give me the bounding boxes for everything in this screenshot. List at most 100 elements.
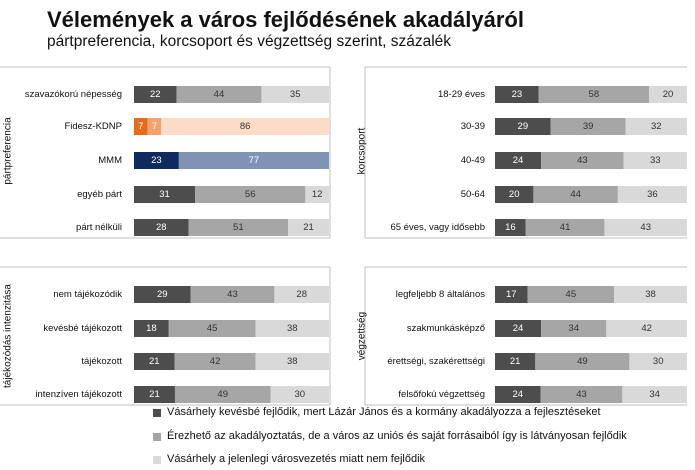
category-label-erettsegi-szakerettsegi: érettségi, szakérettségi <box>387 356 485 367</box>
data-label-szavazokoru-nepesseg-s1: 22 <box>150 89 161 100</box>
data-label-szakmunkaskepzo-s3: 42 <box>641 323 652 334</box>
group-label-tajekozodas-intenzitasa: tájékozódás intenzitása <box>3 284 14 388</box>
data-label-part-nelkuli-s2: 51 <box>233 222 244 233</box>
category-label-tajekozott: tájékozott <box>81 356 122 367</box>
bar-legfeljebb-8-altalanos-s3 <box>614 286 687 303</box>
bar-40-49-s2 <box>541 152 624 169</box>
data-label-part-nelkuli-s3: 21 <box>303 222 314 233</box>
data-label-tajekozott-s1: 21 <box>149 356 160 367</box>
data-label-kevesbe-tajekozott-s2: 45 <box>207 323 218 334</box>
data-label-kevesbe-tajekozott-s1: 18 <box>146 323 157 334</box>
bar-nem-tajekozodik-s1 <box>134 286 191 303</box>
bar-szavazokoru-nepesseg-s3 <box>261 86 329 103</box>
data-label-erettsegi-szakerettsegi-s2: 49 <box>577 356 588 367</box>
data-label-szakmunkaskepzo-s2: 34 <box>568 323 579 334</box>
bar-kevesbe-tajekozott-s1 <box>134 320 169 337</box>
bar-erettsegi-szakerettsegi-s1 <box>495 353 536 370</box>
bar-kevesbe-tajekozott-s2 <box>168 320 256 337</box>
bar-40-49-s3 <box>623 152 687 169</box>
category-label-65-eves-vagy-idosebb: 65 éves, vagy idősebb <box>390 222 485 233</box>
data-label-fidesz-kdnp-s2: 7 <box>152 121 157 132</box>
bar-egyeb-part-s1 <box>134 186 196 203</box>
bar-mmm-s2 <box>178 152 329 169</box>
group-label-vegzettseg: végzettség <box>357 312 368 360</box>
data-label-legfeljebb-8-altalanos-s1: 17 <box>506 289 517 300</box>
data-label-szavazokoru-nepesseg-s3: 35 <box>290 89 301 100</box>
category-label-szakmunkaskepzo: szakmunkásképző <box>407 323 485 334</box>
data-label-mmm-s1: 23 <box>151 155 162 166</box>
data-label-nem-tajekozodik-s3: 28 <box>296 289 307 300</box>
bar-30-39-s1 <box>495 118 551 135</box>
data-label-nem-tajekozodik-s2: 43 <box>227 289 238 300</box>
data-label-szakmunkaskepzo-s1: 24 <box>513 323 524 334</box>
bar-50-64-s3 <box>617 186 687 203</box>
data-label-egyeb-part-s2: 56 <box>245 189 256 200</box>
category-label-kevesbe-tajekozott: kevésbé tájékozott <box>43 323 122 334</box>
bar-szavazokoru-nepesseg-s2 <box>176 86 262 103</box>
category-label-40-49: 40-49 <box>461 155 485 166</box>
data-label-18-29-eves-s3: 20 <box>663 89 674 100</box>
bar-tajekozott-s2 <box>174 353 256 370</box>
bar-szavazokoru-nepesseg-s1 <box>134 86 177 103</box>
bar-legfeljebb-8-altalanos-s2 <box>527 286 615 303</box>
data-label-intenziven-tajekozott-s2: 49 <box>217 389 228 400</box>
data-label-part-nelkuli-s1: 28 <box>156 222 167 233</box>
bar-felsofoku-vegzettseg-s1 <box>495 386 541 403</box>
data-label-nem-tajekozodik-s1: 29 <box>157 289 168 300</box>
bar-intenziven-tajekozott-s2 <box>174 386 271 403</box>
category-label-18-29-eves: 18-29 éves <box>438 89 485 100</box>
category-label-egyeb-part: egyéb párt <box>77 189 122 200</box>
bar-fidesz-kdnp-s1 <box>134 118 148 135</box>
legend-swatch-2 <box>153 433 161 441</box>
data-label-egyeb-part-s3: 12 <box>312 189 323 200</box>
data-label-mmm-s2: 77 <box>249 155 260 166</box>
bar-erettsegi-szakerettsegi-s3 <box>629 353 687 370</box>
data-label-40-49-s2: 43 <box>577 155 588 166</box>
bar-felsofoku-vegzettseg-s3 <box>622 386 687 403</box>
bar-intenziven-tajekozott-s1 <box>134 386 175 403</box>
data-label-65-eves-vagy-idosebb-s3: 43 <box>640 222 651 233</box>
bar-egyeb-part-s3 <box>305 186 329 203</box>
bar-65-eves-vagy-idosebb-s2 <box>525 219 605 236</box>
bar-fidesz-kdnp-s3 <box>161 118 329 135</box>
bar-65-eves-vagy-idosebb-s1 <box>495 219 526 236</box>
bar-50-64-s2 <box>533 186 618 203</box>
data-label-szavazokoru-nepesseg-s2: 44 <box>214 89 225 100</box>
category-label-fidesz-kdnp: Fidesz-KDNP <box>64 121 122 132</box>
data-label-40-49-s3: 33 <box>650 155 661 166</box>
bar-18-29-eves-s2 <box>538 86 649 103</box>
data-label-65-eves-vagy-idosebb-s2: 41 <box>560 222 571 233</box>
bar-kevesbe-tajekozott-s3 <box>255 320 329 337</box>
bar-18-29-eves-s1 <box>495 86 539 103</box>
chart-subtitle: pártpreferencia, korcsoport és végzettsé… <box>47 33 452 50</box>
bar-fidesz-kdnp-s2 <box>147 118 162 135</box>
legend-label-2: Érezhető az akadályoztatás, de a város a… <box>167 430 627 442</box>
bar-tajekozott-s3 <box>255 353 329 370</box>
bar-erettsegi-szakerettsegi-s2 <box>535 353 630 370</box>
category-label-felsofoku-vegzettseg: felsőfokú végzettség <box>398 389 485 400</box>
data-label-40-49-s1: 24 <box>513 155 524 166</box>
bar-legfeljebb-8-altalanos-s1 <box>495 286 528 303</box>
data-label-intenziven-tajekozott-s1: 21 <box>149 389 160 400</box>
bar-50-64-s1 <box>495 186 534 203</box>
data-label-30-39-s2: 39 <box>583 121 594 132</box>
bar-szakmunkaskepzo-s1 <box>495 320 542 337</box>
bar-nem-tajekozodik-s3 <box>274 286 329 303</box>
category-label-legfeljebb-8-altalanos: legfeljebb 8 általános <box>396 289 486 300</box>
data-label-felsofoku-vegzettseg-s2: 43 <box>576 389 587 400</box>
bar-tajekozott-s1 <box>134 353 175 370</box>
data-label-fidesz-kdnp-s3: 86 <box>240 121 251 132</box>
bar-30-39-s2 <box>550 118 626 135</box>
bar-mmm-s1 <box>134 152 179 169</box>
bar-40-49-s1 <box>495 152 542 169</box>
legend-label-3: Vásárhely a jelenlegi városvezetés miatt… <box>167 453 426 465</box>
legend-swatch-1 <box>153 409 161 417</box>
category-label-50-64: 50-64 <box>461 189 485 200</box>
data-label-30-39-s3: 32 <box>651 121 662 132</box>
bar-nem-tajekozodik-s2 <box>190 286 275 303</box>
bar-18-29-eves-s3 <box>648 86 687 103</box>
data-label-felsofoku-vegzettseg-s1: 24 <box>513 389 524 400</box>
category-label-30-39: 30-39 <box>461 121 485 132</box>
category-label-nem-tajekozodik: nem tájékozódik <box>53 289 122 300</box>
